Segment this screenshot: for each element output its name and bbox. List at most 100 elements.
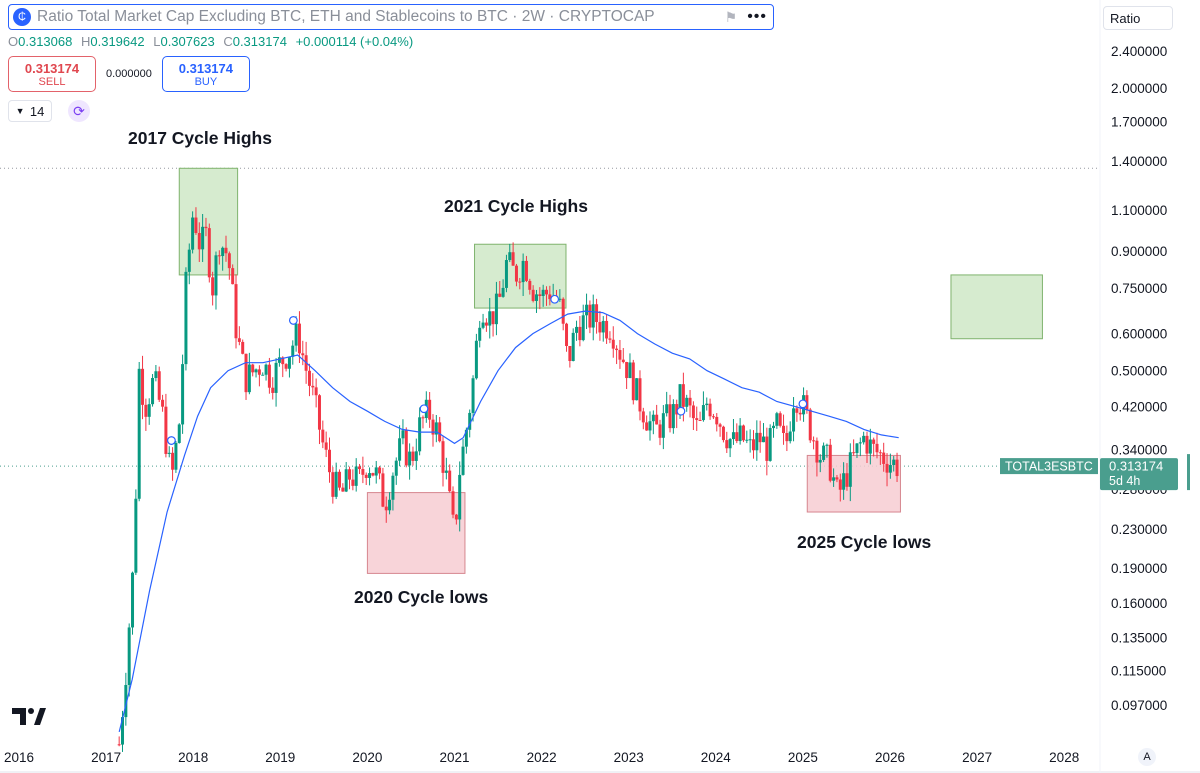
candle-body xyxy=(201,226,205,250)
candle-body xyxy=(578,326,582,341)
candle-body xyxy=(434,422,438,435)
candle-body xyxy=(538,294,542,297)
symbol-tag xyxy=(1000,458,1098,475)
candle-body xyxy=(174,442,178,470)
candle-body xyxy=(481,322,485,328)
refresh-icon[interactable]: ⟳ xyxy=(68,100,90,122)
candle-body xyxy=(778,413,782,426)
candle-body xyxy=(678,384,682,415)
candle-body xyxy=(421,417,425,419)
candle-body xyxy=(608,338,612,340)
ohlc-legend: O0.313068 H0.319642 L0.307623 C0.313174 … xyxy=(8,34,414,49)
candle-body xyxy=(892,459,896,466)
candle-body xyxy=(291,345,295,357)
candle-body xyxy=(688,397,692,406)
flag-icon[interactable]: ⚑ xyxy=(724,8,738,25)
candle-body xyxy=(865,435,869,454)
candle-body xyxy=(251,364,255,373)
candle-body xyxy=(651,414,655,422)
candle-body xyxy=(768,428,772,461)
candle-body xyxy=(464,429,468,447)
candle-body xyxy=(758,432,762,443)
candle-body xyxy=(695,418,699,420)
more-dots-icon[interactable]: ••• xyxy=(747,8,767,25)
price-scale-handle xyxy=(1187,454,1190,491)
candle-body xyxy=(354,466,358,486)
event-marker-icon xyxy=(550,294,560,304)
y-tick-label: 0.340000 xyxy=(1111,442,1167,457)
candle-body xyxy=(478,327,482,341)
candle-body xyxy=(885,463,889,473)
candle-body xyxy=(755,432,759,451)
candle-body xyxy=(334,471,338,497)
indicator-value: 14 xyxy=(29,103,45,119)
candle-body xyxy=(197,232,201,250)
candle-body xyxy=(167,452,171,454)
candle-body xyxy=(588,304,592,328)
y-tick-label: 0.750000 xyxy=(1111,281,1167,296)
candle-body xyxy=(835,477,839,480)
buy-button[interactable]: 0.313174 BUY xyxy=(161,56,250,92)
candle-body xyxy=(541,289,545,297)
candle-body xyxy=(374,467,378,476)
candle-body xyxy=(731,432,735,440)
candle-body xyxy=(217,255,221,257)
candle-body xyxy=(361,469,365,475)
candle-body xyxy=(274,362,278,393)
candle-body xyxy=(394,460,398,476)
indicator-collapse-button[interactable]: ▼ 14 xyxy=(8,100,52,122)
candle-body xyxy=(411,451,415,461)
sell-button[interactable]: 0.313174 SELL xyxy=(8,56,96,92)
cryptocap-logo-icon: ₵ xyxy=(13,8,31,26)
candle-body xyxy=(474,340,478,379)
indicator-row: ▼ 14 ⟳ xyxy=(8,100,774,122)
candle-body xyxy=(725,440,729,449)
candle-body xyxy=(221,247,225,257)
candle-body xyxy=(675,404,679,415)
candle-body xyxy=(625,362,629,379)
candle-body xyxy=(792,408,796,432)
candle-body xyxy=(838,479,842,490)
candle-body xyxy=(257,369,261,375)
y-tick-label: 0.190000 xyxy=(1111,561,1167,576)
candle-body xyxy=(661,413,665,438)
candle-body xyxy=(868,439,872,454)
annotation-2020-lows: 2020 Cycle lows xyxy=(354,587,489,607)
candle-body xyxy=(378,467,382,474)
candle-body xyxy=(161,399,165,407)
candle-body xyxy=(301,353,305,356)
candle-body xyxy=(398,438,402,461)
candle-body xyxy=(685,397,689,407)
event-marker-icon xyxy=(167,436,176,445)
candle-body xyxy=(451,491,455,515)
event-marker-icon xyxy=(676,406,686,416)
candle-body xyxy=(812,440,816,442)
candle-body xyxy=(741,425,745,441)
y-tick-label: 0.500000 xyxy=(1111,364,1167,379)
scale-mode-button[interactable]: Ratio xyxy=(1103,6,1173,30)
ohlc-open: 0.313068 xyxy=(18,34,73,49)
candle-body xyxy=(601,320,605,333)
candle-body xyxy=(828,444,832,481)
candle-body xyxy=(848,452,852,487)
candle-body xyxy=(648,421,652,431)
candle-body xyxy=(504,260,508,288)
candle-body xyxy=(151,377,155,405)
y-tick-label: 0.135000 xyxy=(1111,631,1167,646)
buy-label: BUY xyxy=(194,75,218,88)
y-tick-label: 1.700000 xyxy=(1111,114,1167,129)
candle-body xyxy=(514,265,518,282)
symbol-title-box[interactable]: ₵ Ratio Total Market Cap Excluding BTC, … xyxy=(8,4,774,30)
y-tick-label: 0.900000 xyxy=(1111,244,1167,259)
x-tick-label: 2017 xyxy=(91,750,121,765)
candle-body xyxy=(224,247,228,254)
candle-body xyxy=(171,452,175,470)
candle-body xyxy=(715,416,719,425)
symbol-tag-text: TOTAL3ESBTC xyxy=(1005,460,1093,474)
y-tick-label: 0.115000 xyxy=(1111,663,1166,678)
candle-body xyxy=(501,287,505,297)
candle-body xyxy=(832,477,836,481)
x-tick-label: 2028 xyxy=(1049,750,1079,765)
auto-scale-button[interactable]: A xyxy=(1138,748,1156,766)
